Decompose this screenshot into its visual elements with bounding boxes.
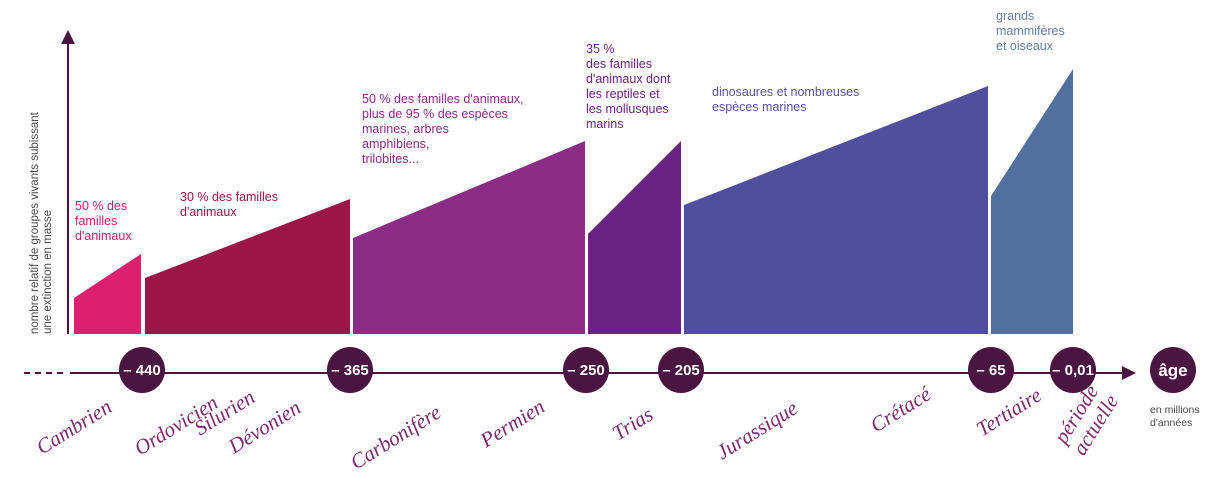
annotation-triassic-line-2: des familles: [586, 57, 652, 71]
period-cretace-line-1: Crétacé: [866, 381, 937, 437]
annotation-cretaceous-line-1: dinosaures et nombreuses: [712, 85, 859, 99]
annotation-permian: 50 % des familles d'animaux, plus de 95 %…: [362, 92, 524, 166]
marker-440: – 440: [119, 347, 165, 393]
annotation-devonian-line-1: 30 % des familles: [180, 190, 278, 204]
band-cambrian: [74, 254, 141, 334]
annotation-triassic: 35 % des familles d'animaux dont les reptil…: [586, 42, 671, 131]
annotation-triassic-line-5: les mollusques: [586, 102, 669, 116]
age-unit-line-2: d'années: [1150, 417, 1192, 429]
period-cambrien-line-1: Cambrien: [32, 394, 116, 459]
annotation-cambrian-line-1: 50 % des: [75, 199, 127, 213]
annotation-triassic-line-6: marins: [586, 117, 624, 131]
annotation-cambrian-line-2: familles: [75, 214, 117, 228]
band-carboniferous-permian: [353, 141, 585, 334]
marker-250: – 250: [563, 347, 609, 393]
period-carbonifere: Carbonifère: [346, 400, 445, 474]
annotation-permian-line-4: amphibiens,: [362, 137, 429, 151]
extinction-bands: [74, 69, 1073, 334]
annotation-triassic-line-1: 35 %: [586, 42, 615, 56]
period-cretace: Crétacé: [866, 381, 937, 437]
age-marker: âge: [1150, 347, 1196, 393]
annotation-cretaceous-line-2: espèces marines: [712, 100, 807, 114]
age-unit-line-1: en millions: [1150, 404, 1200, 416]
period-labels: Cambrien Ordovicien Silurien Dévonien Ca…: [32, 379, 1123, 475]
period-carbonifere-line-1: Carbonifère: [346, 400, 445, 474]
annotation-triassic-line-4: les reptiles et: [586, 87, 660, 101]
annotation-tertiary-line-2: mammifères: [996, 24, 1065, 38]
marker-205-label: – 205: [662, 362, 700, 379]
marker-250-label: – 250: [567, 362, 605, 379]
period-periode-actuelle: périodeactuelle: [1048, 379, 1123, 461]
y-axis-arrow: [61, 30, 75, 44]
band-jurassic-cretaceous: [684, 86, 988, 334]
annotation-devonian: 30 % des familles d'animaux: [180, 190, 278, 219]
annotation-tertiary: grands mammifères et oiseaux: [996, 9, 1065, 53]
marker-001-label: – 0,01: [1052, 362, 1094, 379]
y-axis-label-line-1: nombre relatif de groupes vivants subiss…: [29, 111, 41, 334]
annotation-permian-line-3: marines, arbres: [362, 122, 449, 136]
period-trias: Trias: [608, 402, 657, 445]
marker-205: – 205: [658, 347, 704, 393]
annotation-permian-line-5: trilobites...: [362, 152, 419, 166]
marker-365: – 365: [327, 347, 373, 393]
period-jurassique-line-1: Jurassique: [712, 396, 802, 465]
marker-001: – 0,01: [1050, 347, 1096, 393]
period-permien-line-1: Permien: [475, 394, 549, 453]
period-permien: Permien: [475, 394, 549, 453]
annotations: 50 % des familles d'animaux 30 % des famil…: [75, 9, 1065, 243]
age-label: âge: [1158, 361, 1187, 380]
period-cambrien: Cambrien: [32, 394, 116, 459]
marker-440-label: – 440: [123, 362, 161, 379]
marker-65-label: – 65: [976, 362, 1005, 379]
annotation-permian-line-1: 50 % des familles d'animaux,: [362, 92, 524, 106]
marker-65: – 65: [968, 347, 1014, 393]
band-ordovician-devonian: [145, 199, 350, 334]
timeline-arrow: [1122, 366, 1136, 380]
timeline-markers: – 440 – 365 – 250 – 205 – 65 – 0,01 âge: [119, 347, 1196, 393]
annotation-tertiary-line-1: grands: [996, 9, 1034, 23]
annotation-tertiary-line-3: et oiseaux: [996, 39, 1054, 53]
y-axis-label: nombre relatif de groupes vivants subiss…: [29, 111, 54, 334]
annotation-triassic-line-3: d'animaux dont: [586, 72, 671, 86]
y-axis-label-line-2: une extinction en masse: [42, 210, 54, 334]
annotation-cambrian: 50 % des familles d'animaux: [75, 199, 132, 243]
band-tertiary: [991, 69, 1073, 334]
marker-365-label: – 365: [331, 362, 369, 379]
annotation-permian-line-2: plus de 95 % des espèces: [362, 107, 508, 121]
annotation-cambrian-line-3: d'animaux: [75, 229, 132, 243]
annotation-cretaceous: dinosaures et nombreuses espèces marines: [712, 85, 859, 114]
period-trias-line-1: Trias: [608, 402, 657, 445]
annotation-devonian-line-2: d'animaux: [180, 205, 237, 219]
band-triassic: [588, 141, 681, 334]
period-jurassique: Jurassique: [712, 396, 802, 465]
